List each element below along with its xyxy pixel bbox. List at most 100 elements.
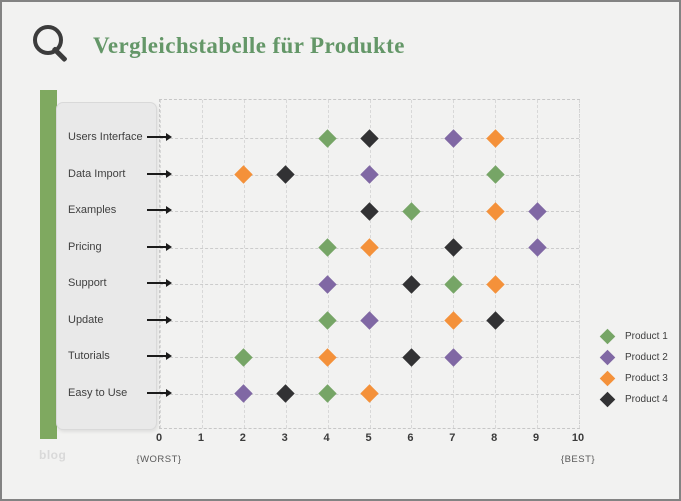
- x-axis-max-label: {BEST}: [560, 454, 596, 465]
- data-point-product-1: [318, 128, 337, 148]
- category-arrow-head: [166, 279, 172, 287]
- data-point-product-3: [485, 201, 505, 221]
- x-tick-label: 10: [571, 432, 585, 444]
- category-arrow-head: [166, 169, 172, 178]
- data-point-product-4: [360, 128, 379, 148]
- legend-label: Product 4: [625, 394, 668, 405]
- vertical-gridline: [369, 100, 371, 428]
- data-point-product-4: [402, 274, 421, 294]
- x-tick-label: 3: [281, 432, 288, 444]
- data-point-product-3: [485, 274, 505, 294]
- category-label: Examples: [68, 204, 117, 216]
- data-point-product-3: [360, 238, 379, 257]
- legend-marker: [599, 328, 616, 345]
- horizontal-gridline: [160, 357, 579, 358]
- legend-marker: [599, 349, 616, 366]
- data-point-product-3: [318, 347, 337, 367]
- vertical-gridline: [411, 100, 413, 428]
- data-point-product-2: [234, 384, 253, 403]
- vertical-gridline: [453, 100, 455, 428]
- category-arrow-head: [166, 388, 172, 397]
- category-arrow: [147, 136, 167, 138]
- data-point-product-2: [527, 238, 547, 257]
- category-arrow: [147, 282, 167, 284]
- legend-label: Product 1: [625, 331, 668, 342]
- category-arrow: [147, 318, 167, 321]
- category-arrow-head: [166, 352, 172, 360]
- data-point-product-4: [444, 238, 463, 257]
- data-point-product-1: [402, 201, 421, 221]
- category-label: Data Import: [68, 167, 126, 180]
- data-point-product-2: [360, 311, 379, 330]
- data-point-product-4: [360, 201, 379, 221]
- vertical-gridline: [495, 100, 497, 428]
- data-point-product-3: [444, 311, 463, 330]
- data-point-product-2: [360, 165, 379, 184]
- x-tick-label: 0: [155, 432, 163, 444]
- data-point-product-2: [444, 347, 463, 367]
- x-tick-label: 6: [407, 432, 414, 444]
- category-label: Easy to Use: [68, 386, 128, 399]
- legend-item: Product 4: [599, 389, 668, 410]
- horizontal-gridline: [160, 284, 579, 285]
- data-point-product-3: [360, 384, 379, 403]
- legend: Product 1 Product 2 Product 3 Product 4: [599, 326, 668, 410]
- vertical-gridline: [327, 100, 329, 428]
- vertical-gridline: [285, 100, 287, 428]
- magnifier-lens: [33, 25, 63, 55]
- vertical-gridline: [201, 100, 203, 428]
- category-label: Pricing: [68, 240, 102, 253]
- x-axis-min-label: {WORST}: [136, 454, 182, 465]
- category-arrow-head: [166, 133, 172, 141]
- data-point-product-4: [276, 165, 295, 184]
- legend-label: Product 3: [625, 373, 668, 384]
- accent-bar: [40, 90, 57, 439]
- data-point-product-4: [276, 384, 295, 403]
- data-point-product-1: [318, 238, 337, 257]
- data-point-product-3: [234, 165, 253, 184]
- vertical-gridline: [579, 100, 580, 428]
- category-arrow-head: [166, 206, 172, 214]
- category-arrow: [147, 391, 167, 394]
- plot-area: [159, 99, 580, 429]
- data-point-product-4: [485, 311, 505, 330]
- x-tick-label: 2: [239, 432, 246, 444]
- category-arrow: [147, 245, 167, 248]
- vertical-gridline: [537, 100, 539, 428]
- category-arrow: [147, 209, 167, 211]
- x-tick-label: 7: [449, 432, 456, 444]
- category-arrow: [147, 355, 167, 357]
- category-label: Tutorials: [68, 350, 110, 362]
- category-label: Support: [68, 277, 107, 289]
- magnifier-icon: [32, 24, 74, 66]
- page-title: Vergleichstabelle für Produkte: [93, 33, 405, 58]
- category-panel: [56, 102, 157, 430]
- data-point-product-2: [318, 274, 337, 294]
- category-arrow: [147, 172, 167, 175]
- data-point-product-1: [318, 311, 337, 330]
- category-label: Update: [68, 313, 104, 326]
- x-tick-label: 1: [197, 432, 204, 444]
- legend-item: Product 1: [599, 326, 668, 347]
- data-point-product-1: [485, 165, 505, 184]
- data-point-product-3: [485, 128, 505, 148]
- x-tick-label: 8: [491, 432, 498, 444]
- x-tick-label: 5: [365, 432, 372, 444]
- x-tick-label: 9: [533, 432, 540, 444]
- vertical-gridline: [243, 100, 245, 428]
- data-point-product-1: [318, 384, 337, 403]
- legend-marker: [599, 391, 616, 408]
- legend-item: Product 2: [599, 347, 668, 368]
- legend-item: Product 3: [599, 368, 668, 389]
- data-point-product-2: [444, 128, 463, 148]
- category-label: Users Interface: [68, 131, 143, 143]
- data-point-product-4: [402, 347, 421, 367]
- legend-label: Product 2: [625, 352, 668, 363]
- legend-marker: [599, 370, 616, 387]
- data-point-product-1: [234, 347, 253, 367]
- category-arrow-head: [166, 242, 172, 251]
- watermark-blog: blog: [39, 448, 67, 462]
- data-point-product-1: [444, 274, 463, 294]
- x-tick-label: 4: [323, 432, 330, 444]
